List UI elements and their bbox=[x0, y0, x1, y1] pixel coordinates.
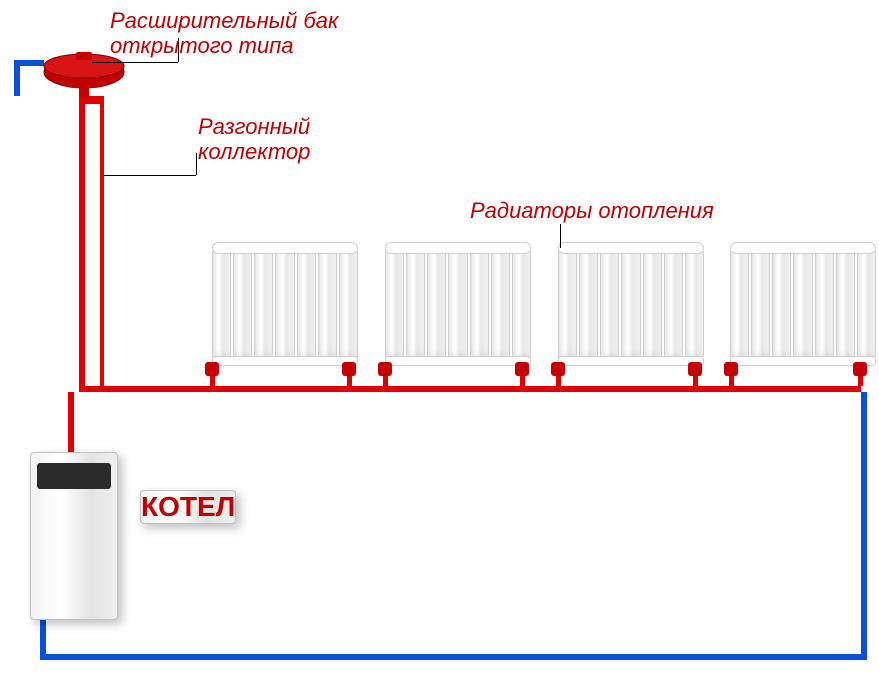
supply-horizontal bbox=[79, 386, 861, 392]
radiator-4 bbox=[730, 250, 876, 360]
return-bottom bbox=[40, 654, 867, 660]
boiler-feed bbox=[68, 392, 74, 454]
label-radiators: Радиаторы отопления bbox=[470, 198, 714, 223]
label-boiler: КОТЕЛ bbox=[140, 490, 236, 524]
valve-icon bbox=[378, 362, 392, 376]
valve-icon bbox=[853, 362, 867, 376]
callout-line bbox=[92, 62, 178, 63]
valve-icon bbox=[724, 362, 738, 376]
return-right bbox=[861, 392, 867, 660]
callout-line bbox=[196, 153, 197, 175]
riser-parallel bbox=[100, 104, 104, 386]
riser-main bbox=[79, 104, 85, 386]
radiator-2 bbox=[385, 250, 531, 360]
valve-icon bbox=[551, 362, 565, 376]
radiator-1 bbox=[212, 250, 358, 360]
callout-line bbox=[104, 175, 196, 176]
label-expansion-tank: Расширительный бак открытого типа bbox=[110, 8, 338, 59]
heating-schematic: Расширительный бак открытого типа Разгон… bbox=[0, 0, 879, 684]
boiler-unit bbox=[30, 452, 118, 620]
expansion-tank bbox=[42, 52, 126, 98]
overflow-v bbox=[14, 60, 20, 96]
label-accel-collector: Разгонный коллектор bbox=[198, 114, 310, 165]
valve-icon bbox=[515, 362, 529, 376]
valve-icon bbox=[342, 362, 356, 376]
boiler-control-panel bbox=[37, 463, 111, 489]
valve-icon bbox=[205, 362, 219, 376]
callout-line bbox=[560, 224, 561, 248]
valve-icon bbox=[688, 362, 702, 376]
radiator-3 bbox=[558, 250, 704, 360]
